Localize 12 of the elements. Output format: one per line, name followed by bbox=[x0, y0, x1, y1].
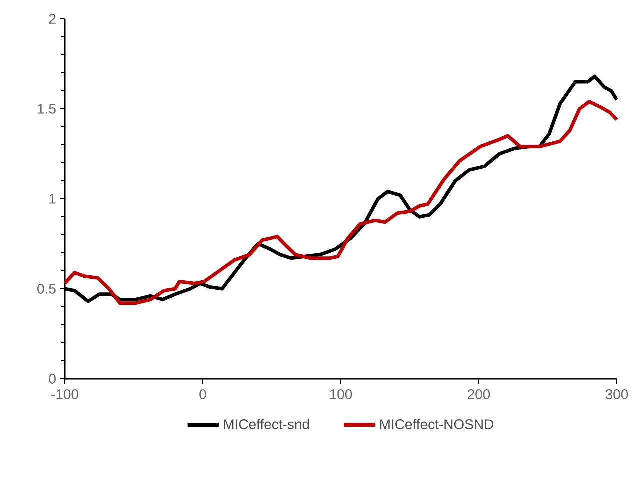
x-tick-label: 100 bbox=[330, 390, 352, 400]
x-tick-label: -100 bbox=[52, 390, 78, 400]
y-tick-label: 1.5 bbox=[38, 104, 56, 114]
y-tick-label: 1 bbox=[50, 194, 56, 204]
y-tick-label: 0 bbox=[49, 374, 56, 384]
y-tick-label: 2 bbox=[49, 14, 56, 24]
x-tick-label: 0 bbox=[200, 390, 206, 400]
x-tick-label: 200 bbox=[468, 390, 490, 400]
legend-label: MICeffect-NOSND bbox=[380, 419, 494, 430]
legend-label: MICeffect-snd bbox=[224, 419, 310, 430]
x-tick-label: 300 bbox=[606, 390, 628, 400]
y-tick-label: 0.5 bbox=[38, 284, 56, 294]
